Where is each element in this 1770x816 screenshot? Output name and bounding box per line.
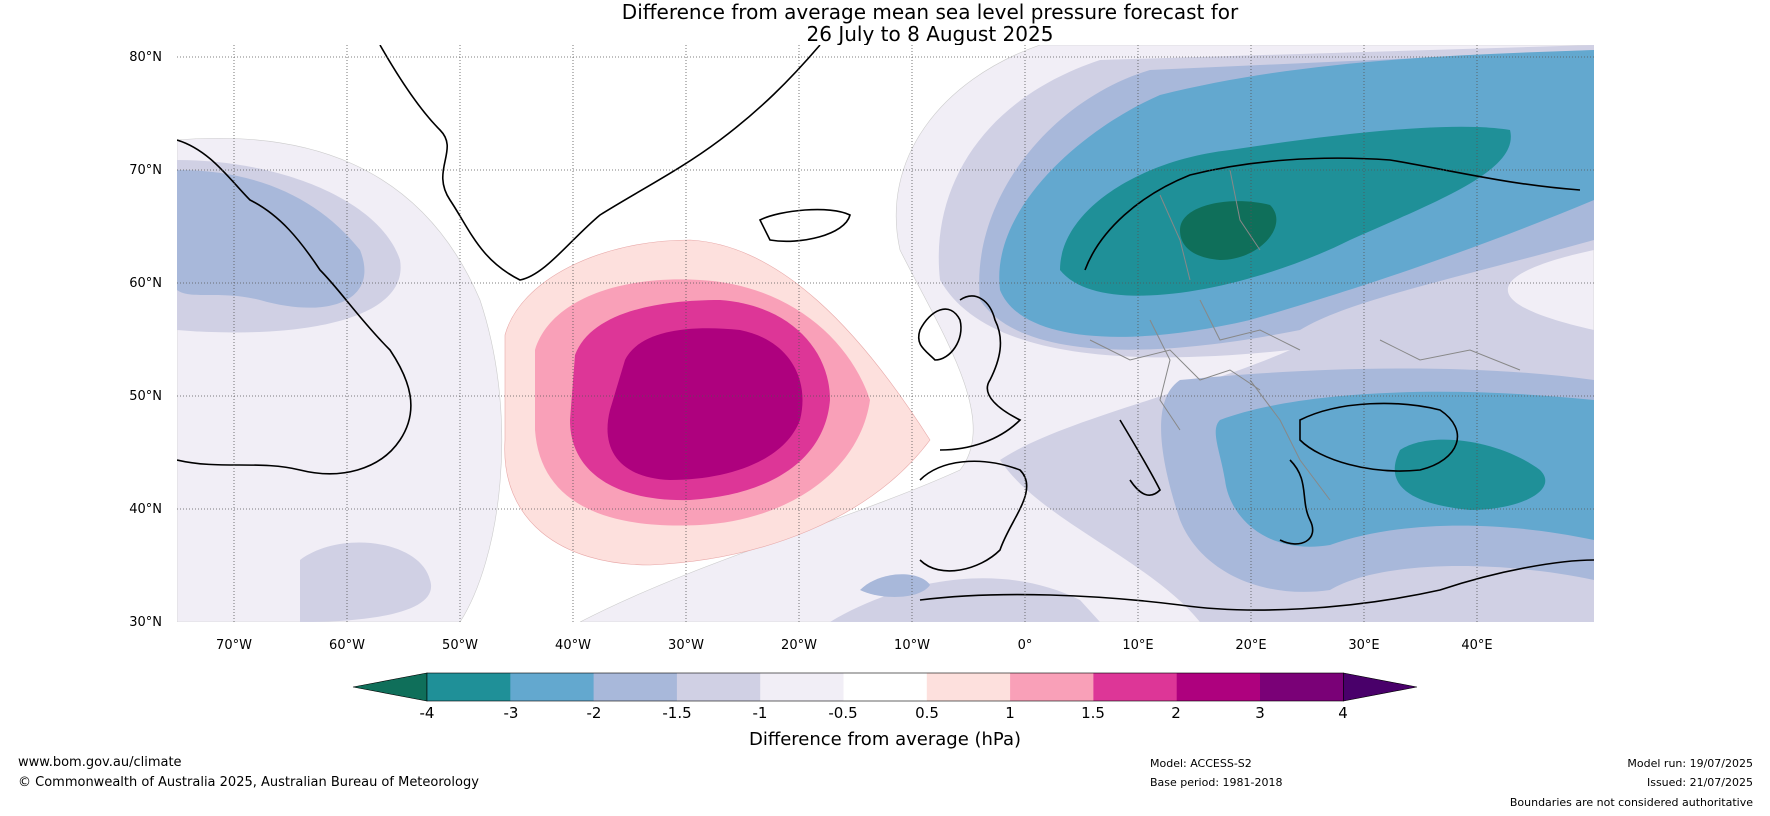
colorbar-swatch xyxy=(1176,673,1261,701)
colorbar-swatch xyxy=(843,673,928,701)
colorbar-label: Difference from average (hPa) xyxy=(749,729,1021,750)
colorbar-tick: 1.5 xyxy=(1081,704,1105,722)
website-link[interactable]: www.bom.gov.au/climate xyxy=(18,755,182,770)
lon-label: 10°W xyxy=(894,638,930,653)
lon-label: 40°W xyxy=(555,638,591,653)
anomaly-contours xyxy=(177,45,1594,622)
lon-label: 60°W xyxy=(329,638,365,653)
colorbar-tick: -1 xyxy=(753,704,768,722)
colorbar-swatch xyxy=(1260,673,1344,701)
lon-label: 20°W xyxy=(781,638,817,653)
colorbar-outline xyxy=(426,672,1344,702)
lon-label: 20°E xyxy=(1235,638,1266,653)
colorbar-tick: 0.5 xyxy=(915,704,939,722)
colorbar-tick: -4 xyxy=(420,704,435,722)
lat-label: 60°N xyxy=(129,276,162,291)
lon-label: 70°W xyxy=(216,638,252,653)
lat-label: 70°N xyxy=(129,163,162,178)
lon-label: 40°E xyxy=(1461,638,1492,653)
lon-label: 30°W xyxy=(668,638,704,653)
colorbar-tick: 2 xyxy=(1171,704,1181,722)
colorbar-tick: -1.5 xyxy=(662,704,691,722)
lat-label: 30°N xyxy=(129,615,162,630)
lon-labels: 70°W 60°W 50°W 40°W 30°W 20°W 10°W 0° 10… xyxy=(216,638,1493,653)
colorbar-swatch xyxy=(427,673,511,701)
colorbar-swatch xyxy=(1010,673,1094,701)
model-run-text: Model run: 19/07/2025 xyxy=(1627,757,1753,770)
lat-label: 80°N xyxy=(129,50,162,65)
colorbar-tick: -0.5 xyxy=(828,704,857,722)
colorbar-swatch xyxy=(1093,673,1178,701)
colorbar-swatch xyxy=(510,673,595,701)
lat-label: 50°N xyxy=(129,389,162,404)
issued-text: Issued: 21/07/2025 xyxy=(1646,776,1753,789)
colorbar-tick: 1 xyxy=(1005,704,1015,722)
coastlines xyxy=(177,45,1594,611)
disclaimer-text: Boundaries are not considered authoritat… xyxy=(1509,796,1753,809)
copyright-text: © Commonwealth of Australia 2025, Austra… xyxy=(18,775,479,790)
colorbar-swatch xyxy=(593,673,678,701)
lon-label: 0° xyxy=(1018,638,1033,653)
colorbar-tick: 4 xyxy=(1338,704,1348,722)
graticule xyxy=(177,45,1594,622)
colorbar-ticks: -4 -3 -2 -1.5 -1 -0.5 0.5 1 1.5 2 3 4 xyxy=(420,704,1348,722)
colorbar-tick: -3 xyxy=(504,704,519,722)
colorbar-swatch xyxy=(676,673,761,701)
model-text: Model: ACCESS-S2 xyxy=(1150,757,1252,770)
lon-label: 50°W xyxy=(442,638,478,653)
colorbar-tick: -2 xyxy=(587,704,602,722)
colorbar xyxy=(352,672,1418,702)
lat-labels: 80°N 70°N 60°N 50°N 40°N 30°N xyxy=(129,50,162,630)
colorbar-tick: 3 xyxy=(1255,704,1265,722)
colorbar-swatch xyxy=(926,673,1011,701)
map-title-line1: Difference from average mean sea level p… xyxy=(621,0,1239,24)
map-title-line2: 26 July to 8 August 2025 xyxy=(806,22,1054,46)
country-borders xyxy=(1089,169,1521,501)
colorbar-extend-high xyxy=(1343,672,1418,702)
lat-label: 40°N xyxy=(129,502,162,517)
base-period-text: Base period: 1981-2018 xyxy=(1150,776,1283,789)
lon-label: 30°E xyxy=(1348,638,1379,653)
lon-label: 10°E xyxy=(1122,638,1153,653)
colorbar-swatch xyxy=(760,673,844,701)
colorbar-extend-low xyxy=(352,672,428,702)
